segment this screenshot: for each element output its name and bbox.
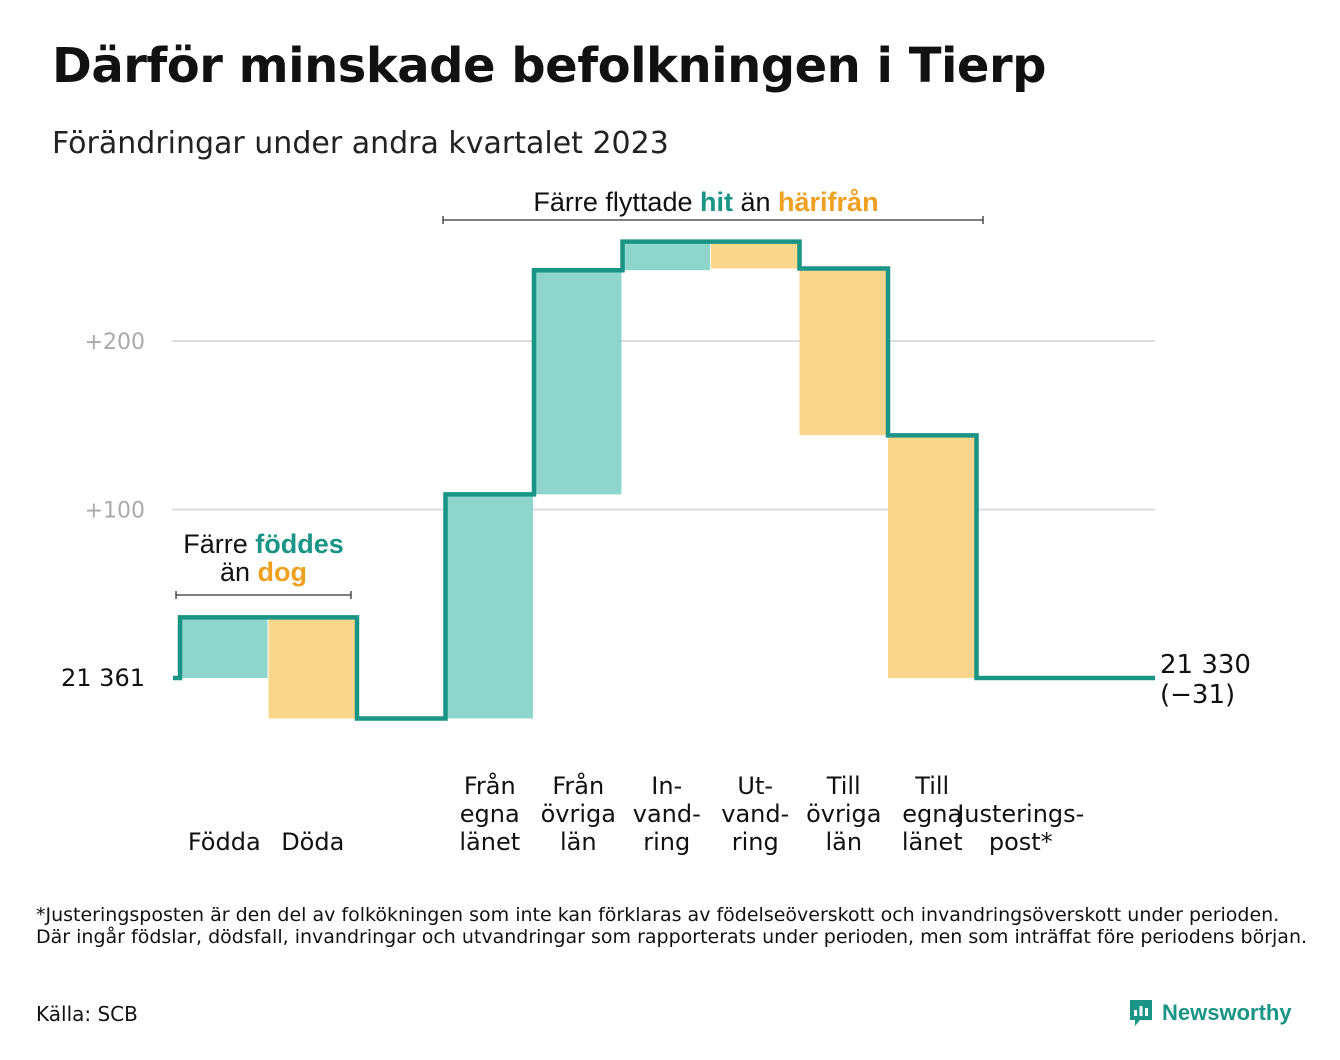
waterfall-bar [888, 435, 976, 678]
category-label-line: Till [826, 772, 861, 800]
annotation-text-part: härifrån [778, 187, 879, 217]
category-label-line: post* [989, 828, 1053, 856]
newsworthy-logo-icon [1130, 1000, 1152, 1026]
category-label-line: Från [464, 771, 516, 800]
category-label: Från egna länet [459, 771, 520, 856]
waterfall-bar [711, 241, 799, 269]
category-label-line: övriga [541, 800, 616, 828]
waterfall-bar [799, 268, 887, 436]
end-change-label: (−31) [1160, 680, 1235, 710]
category-label-line: ring [732, 828, 779, 856]
chart-title: Därför minskade befolkningen i Tierp [52, 38, 1046, 94]
brand-name: Newsworthy [1162, 1000, 1292, 1025]
category-label: Födda [188, 828, 261, 856]
category-label: Döda [281, 828, 344, 856]
annotation-text-part: Färre flyttade [533, 187, 700, 217]
category-label-line: län [825, 828, 862, 856]
category-label-line: länet [459, 828, 520, 856]
annotation-text-part: hit [700, 187, 733, 217]
category-label-line: In- [651, 772, 682, 800]
waterfall-bar [180, 617, 268, 678]
annotation-text-part: föddes [255, 529, 344, 559]
annotation-text-part: Färre [183, 529, 255, 559]
category-label: In-vand-ring [633, 772, 701, 856]
category-label-line: vand- [721, 800, 789, 828]
annotation-text-part: än [220, 557, 258, 587]
category-label-line: län [560, 828, 597, 856]
category-label-line: övriga [806, 800, 881, 828]
category-label-line: Från [552, 771, 604, 800]
population-line [173, 239, 1155, 721]
category-label-line: länet [902, 828, 963, 856]
annotation-text-part: än [733, 187, 778, 217]
end-value-label: 21 330 [1160, 650, 1251, 680]
footnote: *Justeringsposten är den del av folkökni… [36, 904, 1308, 948]
category-label-line: ring [643, 828, 690, 856]
chart-subtitle: Förändringar under andra kvartalet 2023 [52, 126, 669, 161]
category-label: Från övriga län [541, 771, 616, 856]
waterfall-bar [622, 241, 710, 271]
category-label-line: Till [914, 772, 949, 800]
waterfall-bar [445, 494, 533, 719]
category-label-line: egna [460, 800, 520, 828]
brand-logo: Newsworthy [1128, 998, 1292, 1028]
category-label: Ut-vand-ring [721, 772, 789, 856]
category-label: Till övriga län [806, 772, 881, 856]
waterfall-bar [268, 617, 356, 719]
category-label-line: egna [902, 800, 962, 828]
category-label-line: Födda [188, 828, 261, 856]
waterfall-bar [534, 270, 622, 495]
category-label-line: Ut- [737, 772, 773, 800]
annotation-moves: Färre flyttade hit än härifrån [533, 187, 878, 217]
y-tick-label: +100 [85, 499, 145, 524]
source-label: Källa: SCB [36, 1002, 138, 1026]
annotation-text-part: dog [258, 557, 307, 587]
category-label-line: vand- [633, 800, 701, 828]
category-label: Till egna länet [902, 772, 963, 856]
category-label-line: Justerings- [955, 800, 1084, 828]
start-value-label: 21 361 [61, 664, 145, 692]
y-tick-label: +200 [85, 330, 145, 355]
category-label: Justerings-post* [955, 800, 1084, 856]
category-label-line: Döda [281, 828, 344, 856]
annotation-births: Färre föddes än dog [183, 529, 344, 587]
